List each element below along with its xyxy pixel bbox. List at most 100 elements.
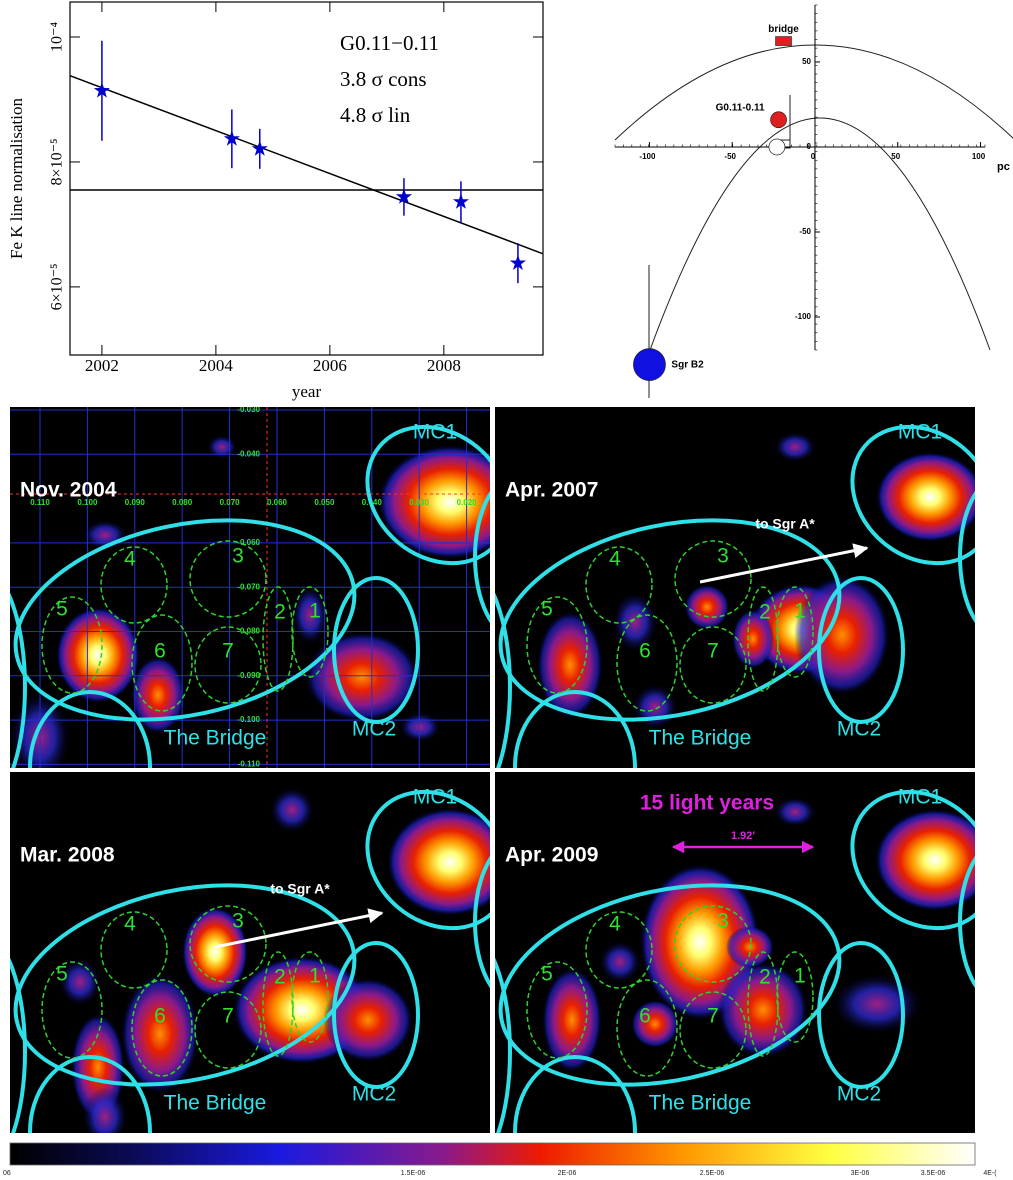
emission-blob	[182, 907, 248, 997]
panel-title: Apr. 2007	[505, 479, 598, 502]
x-tick-label: -50	[724, 152, 736, 161]
numbered-region	[526, 596, 588, 694]
region-number: 2	[759, 601, 771, 624]
grid-x-label: 0.020	[457, 498, 478, 507]
numbered-region	[194, 991, 262, 1069]
x-tick-label: -100	[639, 152, 656, 161]
point	[768, 138, 786, 156]
arrow-label: to Sgr A*	[270, 881, 330, 897]
mc1-region	[365, 424, 490, 566]
image-panel: 12 3 4 5 6 7 Mar. 2008 MC1 MC2 The Bridge to Sgr A…	[10, 772, 490, 1133]
numbered-region	[262, 586, 294, 692]
region-number: 5	[541, 598, 553, 621]
y-tick-label: 50	[802, 57, 811, 66]
data-star	[395, 188, 412, 204]
colorbar-label: 2E-06	[558, 1170, 577, 1177]
numbered-region	[616, 614, 678, 712]
region-number: 5	[541, 963, 553, 986]
region-number: 1	[309, 600, 321, 623]
x-tick-label: 50	[891, 152, 900, 161]
edge-region	[958, 855, 975, 989]
region-number: 3	[717, 545, 729, 568]
emission-blob	[876, 452, 975, 542]
numbered-region	[747, 951, 779, 1057]
edge-region	[473, 855, 490, 989]
data-star	[251, 140, 268, 156]
emission-blob	[292, 585, 328, 645]
point	[633, 348, 666, 381]
x-axis-label: year	[292, 382, 322, 401]
numbered-region	[189, 905, 267, 983]
region-number: 6	[639, 640, 651, 663]
grid-x-label: 0.030	[409, 498, 430, 507]
bridge-label: The Bridge	[649, 1092, 752, 1115]
region-number: 2	[274, 966, 286, 989]
emission-blob	[612, 592, 658, 652]
colorbar-label: 4E-(	[983, 1170, 997, 1177]
region-number: 2	[274, 601, 286, 624]
grid-x-label: 0.100	[77, 498, 98, 507]
mc1-region	[850, 789, 975, 931]
emission-blob	[207, 435, 237, 459]
region-number: 4	[609, 913, 621, 936]
bridge-label: The Bridge	[164, 1092, 267, 1115]
numbered-region	[194, 626, 262, 704]
emission-blob	[632, 684, 678, 730]
numbered-region	[585, 546, 653, 624]
y-tick-label: -100	[795, 312, 812, 321]
point-label: Sgr B2	[671, 359, 704, 370]
x-tick-label: 2006	[313, 356, 347, 375]
emission-blob	[794, 575, 890, 695]
y-axis-label: Fe K line normalisation	[7, 98, 26, 260]
mc1-label: MC1	[898, 786, 942, 809]
emission-blob	[732, 609, 774, 669]
grid-x-label: 0.060	[267, 498, 288, 507]
region-number: 6	[154, 1005, 166, 1028]
region-number: 2	[759, 966, 771, 989]
scale-title: 15 light years	[640, 792, 774, 815]
region-number: 3	[717, 910, 729, 933]
region-number: 1	[794, 965, 806, 988]
bridge-region	[498, 883, 842, 1087]
x-tick-label: 0	[811, 152, 816, 161]
emission-blob	[387, 808, 490, 916]
point	[775, 36, 792, 46]
edge-region	[473, 490, 490, 624]
panel-title: Apr. 2009	[505, 844, 598, 867]
colorbar-label: 3.5E-06	[921, 1170, 946, 1177]
mc2-label: MC2	[837, 718, 881, 741]
x-tick-label: 2004	[199, 356, 234, 375]
region-number: 7	[707, 640, 719, 663]
region-number: 4	[124, 548, 136, 571]
bridge-region	[13, 883, 357, 1087]
numbered-region	[262, 951, 294, 1057]
colorbar	[9, 1142, 976, 1166]
numbered-region	[41, 596, 103, 694]
grid-y-label: -0.060	[237, 538, 260, 547]
emission-blob	[599, 941, 641, 983]
linear-fit	[69, 75, 544, 255]
edge-region	[513, 690, 637, 768]
numbered-region	[674, 905, 752, 983]
bridge-label: The Bridge	[164, 727, 267, 750]
bridge-region	[13, 518, 357, 722]
direction-arrow	[699, 543, 869, 584]
numbered-region	[100, 911, 168, 989]
colorbar-label: 06	[3, 1170, 11, 1177]
numbered-region	[131, 614, 193, 712]
numbered-region	[776, 586, 814, 678]
bridge-region	[498, 518, 842, 722]
data-star	[93, 82, 110, 98]
emission-blob	[399, 712, 441, 742]
numbered-region	[679, 991, 747, 1069]
emission-blob	[121, 974, 199, 1094]
mc2-region	[332, 941, 420, 1089]
region-number: 3	[232, 910, 244, 933]
edge-region	[10, 957, 27, 1133]
point	[770, 111, 787, 129]
emission-blob	[59, 958, 101, 1006]
emission-blob	[542, 967, 602, 1073]
grid-x-label: 0.110	[30, 498, 50, 507]
